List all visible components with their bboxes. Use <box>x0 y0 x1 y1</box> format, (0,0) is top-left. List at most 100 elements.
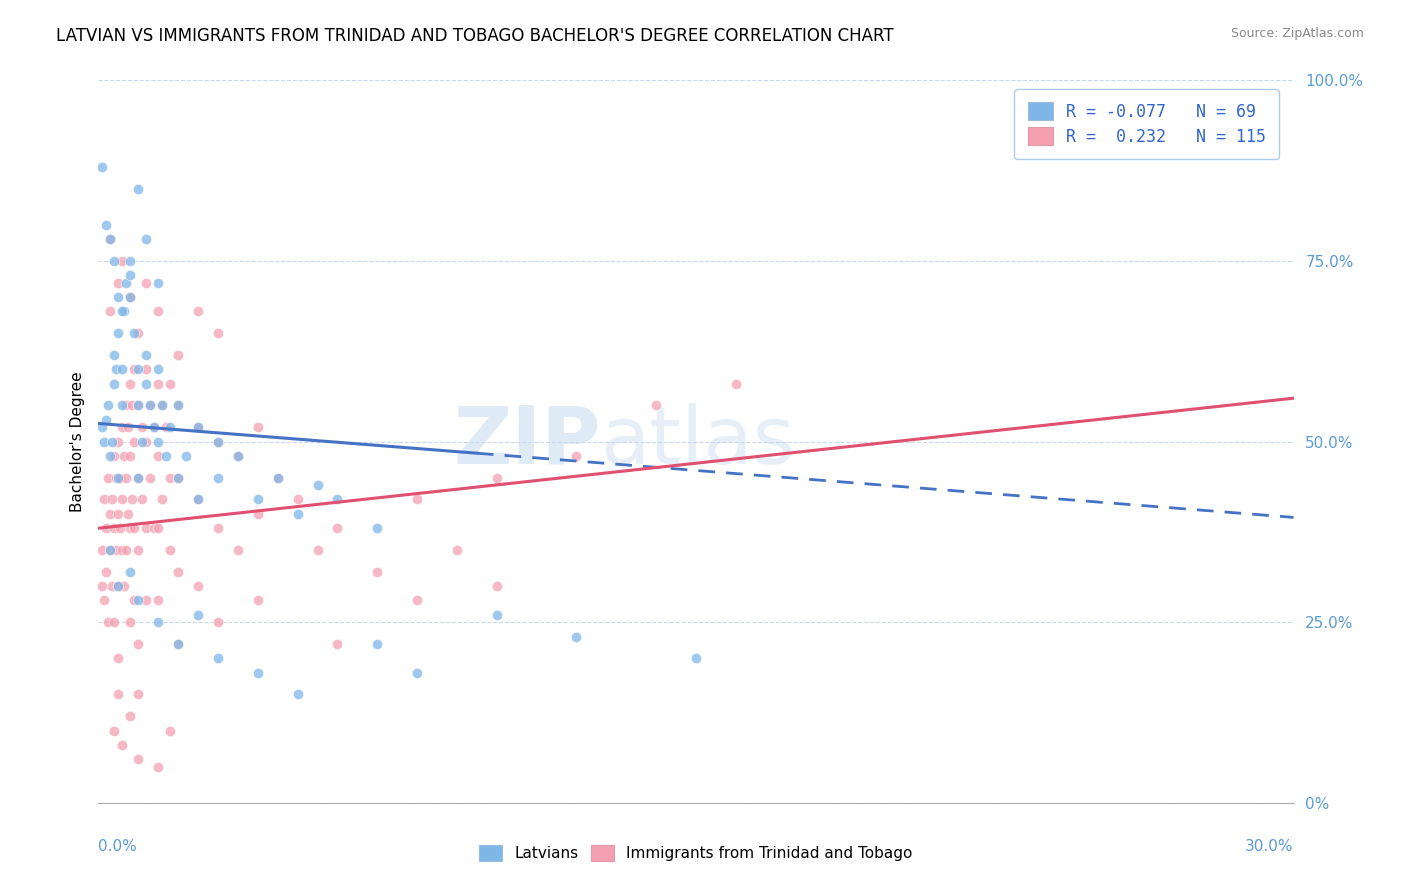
Point <box>159 542 181 557</box>
Point <box>148 593 170 607</box>
Point <box>107 687 129 701</box>
Point <box>207 521 229 535</box>
Point <box>121 492 143 507</box>
Point <box>103 521 125 535</box>
Point <box>115 542 138 557</box>
Point <box>246 593 269 607</box>
Point <box>167 637 190 651</box>
Point <box>127 752 149 766</box>
Point <box>124 434 146 449</box>
Point <box>98 507 122 521</box>
Point <box>120 615 142 630</box>
Point <box>167 398 190 412</box>
Point <box>187 607 209 622</box>
Point <box>446 542 468 557</box>
Point <box>112 449 135 463</box>
Point <box>148 521 170 535</box>
Point <box>120 449 142 463</box>
Point <box>127 182 149 196</box>
Point <box>135 348 157 362</box>
Point <box>98 232 122 246</box>
Point <box>110 471 132 485</box>
Point <box>135 376 157 391</box>
Point <box>159 376 181 391</box>
Point <box>131 420 153 434</box>
Point <box>307 478 329 492</box>
Point <box>246 665 269 680</box>
Point <box>98 542 122 557</box>
Point <box>121 398 143 412</box>
Point <box>98 304 122 318</box>
Point <box>91 579 114 593</box>
Point <box>326 492 349 507</box>
Point <box>366 637 388 651</box>
Point <box>124 326 146 341</box>
Point <box>111 420 134 434</box>
Point <box>148 376 170 391</box>
Point <box>107 290 129 304</box>
Point <box>148 615 170 630</box>
Text: Source: ZipAtlas.com: Source: ZipAtlas.com <box>1230 27 1364 40</box>
Point <box>187 420 209 434</box>
Point <box>226 449 249 463</box>
Point <box>96 565 118 579</box>
Point <box>110 521 132 535</box>
Point <box>127 398 149 412</box>
Point <box>111 362 134 376</box>
Text: LATVIAN VS IMMIGRANTS FROM TRINIDAD AND TOBAGO BACHELOR'S DEGREE CORRELATION CHA: LATVIAN VS IMMIGRANTS FROM TRINIDAD AND … <box>56 27 894 45</box>
Point <box>565 630 588 644</box>
Point <box>207 434 229 449</box>
Point <box>143 420 166 434</box>
Point <box>187 492 209 507</box>
Point <box>111 253 134 268</box>
Point <box>187 579 209 593</box>
Point <box>111 738 134 752</box>
Point <box>207 434 229 449</box>
Text: 30.0%: 30.0% <box>1246 838 1294 854</box>
Text: atlas: atlas <box>600 402 794 481</box>
Point <box>101 434 124 449</box>
Point <box>150 492 173 507</box>
Point <box>159 471 181 485</box>
Point <box>115 471 138 485</box>
Point <box>124 593 146 607</box>
Point <box>127 542 149 557</box>
Point <box>105 471 128 485</box>
Point <box>148 449 170 463</box>
Point <box>97 398 120 412</box>
Point <box>120 565 142 579</box>
Point <box>326 637 349 651</box>
Point <box>120 290 142 304</box>
Point <box>287 492 309 507</box>
Point <box>105 362 128 376</box>
Point <box>207 326 229 341</box>
Point <box>127 326 149 341</box>
Point <box>91 542 114 557</box>
Point <box>96 218 118 232</box>
Point <box>148 434 170 449</box>
Point <box>155 449 177 463</box>
Point <box>406 665 429 680</box>
Point <box>139 471 162 485</box>
Point <box>287 687 309 701</box>
Point <box>120 290 142 304</box>
Point <box>485 471 508 485</box>
Point <box>167 637 190 651</box>
Point <box>135 362 157 376</box>
Point <box>124 362 146 376</box>
Point <box>645 398 668 412</box>
Point <box>207 471 229 485</box>
Point <box>135 232 157 246</box>
Point <box>135 276 157 290</box>
Point <box>366 565 388 579</box>
Point <box>127 471 149 485</box>
Text: ZIP: ZIP <box>453 402 600 481</box>
Point <box>127 637 149 651</box>
Point <box>246 492 269 507</box>
Point <box>103 723 125 738</box>
Point <box>93 492 115 507</box>
Point <box>148 760 170 774</box>
Point <box>103 376 125 391</box>
Point <box>115 276 138 290</box>
Point <box>117 507 139 521</box>
